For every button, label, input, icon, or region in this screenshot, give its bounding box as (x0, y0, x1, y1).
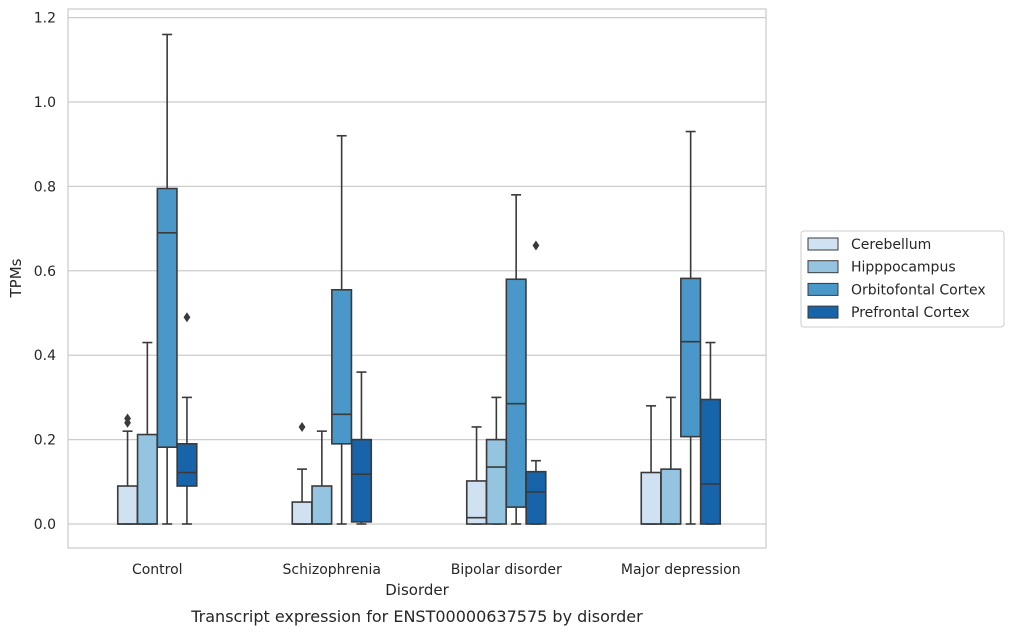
legend-label: Hipppocampus (851, 260, 956, 276)
box-body (505, 278, 527, 508)
x-tick-label: Control (132, 562, 183, 578)
y-axis-title: TPMs (7, 258, 25, 298)
box-orbitofontal-cortex (331, 134, 353, 525)
x-tick-label: Schizophrenia (283, 562, 381, 578)
outlier-point (298, 421, 306, 432)
box-body (525, 470, 547, 525)
legend-swatch (807, 305, 839, 319)
plot-frame (67, 8, 767, 549)
legend-items: Cerebellum Hipppocampus Orbitofontal Corte… (807, 237, 986, 321)
box-prefrontal-cortex (350, 371, 373, 525)
outlier-point (124, 413, 131, 424)
box-body (176, 443, 198, 487)
y-tick-label: 0.0 (34, 517, 56, 533)
box-orbitofontal-cortex (505, 194, 527, 525)
legend-frame (800, 230, 1005, 328)
box-orbitofontal-cortex (156, 33, 178, 525)
box-body (640, 471, 662, 525)
x-axis-title: Disorder (385, 581, 449, 599)
box-body (116, 485, 139, 525)
y-tick-labels: 0.0 0.2 0.4 0.6 0.8 1.0 1.2 (34, 11, 56, 533)
legend-swatch (807, 237, 839, 251)
chart-caption: Transcript expression for ENST0000063757… (190, 607, 643, 626)
box-body (156, 187, 178, 448)
box-prefrontal-cortex (176, 312, 198, 525)
x-tick-label: Bipolar disorder (451, 562, 562, 578)
legend-label: Prefrontal Cortex (851, 305, 970, 321)
box-prefrontal-cortex (699, 341, 722, 525)
y-tick-label: 1.0 (34, 95, 56, 111)
box-hipppocampus (311, 430, 333, 525)
boxes-layer (116, 33, 722, 525)
legend-swatch (807, 260, 839, 274)
y-tick-label: 0.6 (34, 264, 56, 280)
box-prefrontal-cortex (525, 240, 547, 525)
box-body (485, 438, 507, 525)
box-hipppocampus (485, 396, 507, 525)
box-body (660, 468, 682, 525)
box-body (350, 438, 373, 523)
box-cerebellum (640, 405, 662, 525)
legend-label: Cerebellum (851, 237, 931, 253)
y-tick-label: 0.8 (34, 179, 56, 195)
outlier-point (532, 240, 540, 251)
box-body (680, 277, 702, 438)
box-body (311, 485, 333, 525)
legend: Cerebellum Hipppocampus Orbitofontal Corte… (800, 230, 1005, 328)
x-tick-label: Major depression (621, 562, 741, 578)
box-hipppocampus (136, 341, 158, 525)
box-body (331, 288, 353, 445)
box-hipppocampus (660, 396, 682, 525)
box-cerebellum (291, 421, 313, 525)
legend-swatch (807, 282, 839, 296)
x-tick-labels: Control Schizophrenia Bipolar disorder Majo… (132, 562, 741, 578)
box-body (699, 398, 722, 525)
y-tick-label: 0.2 (34, 433, 56, 449)
y-tick-label: 1.2 (34, 11, 56, 27)
legend-label: Orbitofontal Cortex (851, 282, 986, 298)
box-body (136, 433, 158, 525)
y-tick-label: 0.4 (34, 348, 56, 364)
box-orbitofontal-cortex (680, 130, 702, 525)
box-cerebellum (116, 413, 139, 525)
box-body (291, 501, 313, 525)
outlier-point (183, 312, 191, 323)
